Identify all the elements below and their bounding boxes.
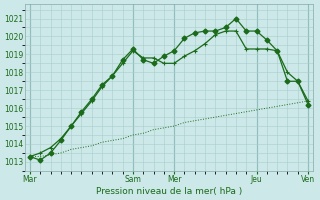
X-axis label: Pression niveau de la mer( hPa ): Pression niveau de la mer( hPa ) <box>96 187 242 196</box>
